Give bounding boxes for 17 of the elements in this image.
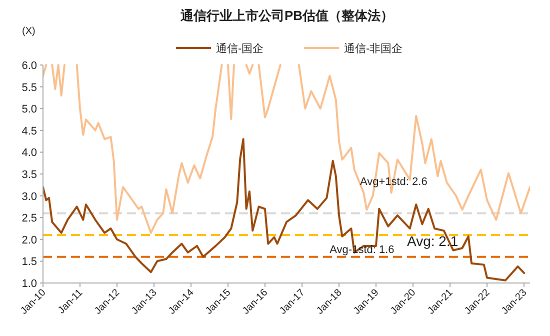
y-tick-label: 5.0 [22,104,37,116]
y-axis-title: (X) [22,26,36,37]
legend-label: 通信-非国企 [344,42,403,55]
y-tick-label: 1.5 [22,256,37,268]
y-tick-label: 5.5 [22,82,37,94]
y-tick-label: 2.0 [22,234,37,246]
y-tick-label: 4.0 [22,147,37,160]
y-tick-label: 3.5 [22,169,37,181]
legend-label: 通信-国企 [216,42,264,55]
ref-line-label: Avg+1std: 2.6 [360,176,428,188]
y-tick-label: 3.0 [22,190,37,203]
y-tick-label: 2.5 [22,212,37,225]
chart-title: 通信行业上市公司PB估值（整体法） [179,8,394,23]
line-series [43,138,526,282]
y-tick-label: 6.0 [22,60,37,72]
y-tick-label: 4.5 [22,125,37,138]
y-tick-label: 1.0 [22,278,37,290]
